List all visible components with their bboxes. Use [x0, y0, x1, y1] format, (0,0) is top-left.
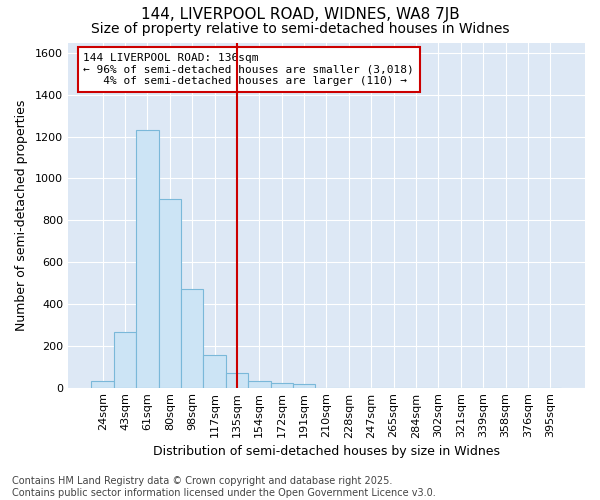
Bar — [136, 130, 158, 388]
Bar — [158, 200, 181, 388]
Text: 144 LIVERPOOL ROAD: 136sqm
← 96% of semi-detached houses are smaller (3,018)
   : 144 LIVERPOOL ROAD: 136sqm ← 96% of semi… — [83, 53, 414, 86]
Bar — [293, 384, 315, 388]
Bar — [248, 382, 271, 388]
Bar — [91, 382, 114, 388]
Bar — [271, 383, 293, 388]
Text: Size of property relative to semi-detached houses in Widnes: Size of property relative to semi-detach… — [91, 22, 509, 36]
Bar — [203, 355, 226, 388]
Text: Contains HM Land Registry data © Crown copyright and database right 2025.
Contai: Contains HM Land Registry data © Crown c… — [12, 476, 436, 498]
Y-axis label: Number of semi-detached properties: Number of semi-detached properties — [15, 100, 28, 330]
Bar — [226, 373, 248, 388]
Bar — [181, 290, 203, 388]
X-axis label: Distribution of semi-detached houses by size in Widnes: Distribution of semi-detached houses by … — [153, 444, 500, 458]
Bar — [114, 332, 136, 388]
Text: 144, LIVERPOOL ROAD, WIDNES, WA8 7JB: 144, LIVERPOOL ROAD, WIDNES, WA8 7JB — [140, 8, 460, 22]
